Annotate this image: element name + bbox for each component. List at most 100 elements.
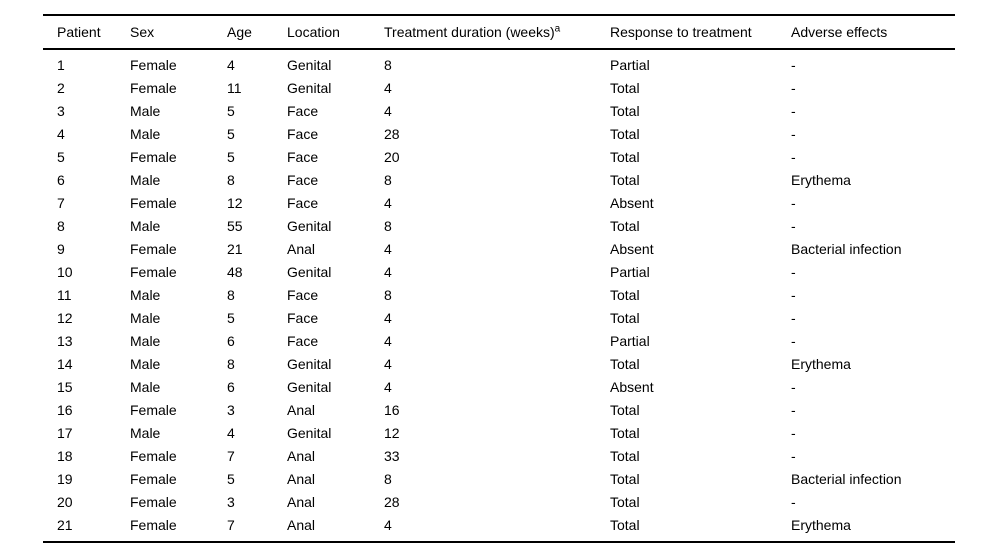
table-cell-age: 48 (227, 263, 243, 280)
table-cell-age: 5 (227, 102, 235, 119)
table-cell-adverse-effects: - (791, 125, 796, 142)
table-cell-response: Total (610, 148, 640, 165)
table-cell-adverse-effects: - (791, 332, 796, 349)
table-cell-location: Genital (287, 217, 332, 234)
table-cell-treatment-duration: 4 (384, 263, 392, 280)
table-row: 3 Male 5 Face 4 Total - (43, 99, 955, 122)
table-cell-patient: 6 (57, 171, 65, 188)
table-cell-sex: Male (130, 424, 161, 441)
table-cell-sex: Female (130, 263, 177, 280)
table-header-row: Patient Sex Age Location Treatment durat… (43, 15, 955, 50)
table-cell-sex: Male (130, 171, 161, 188)
table-cell-age: 8 (227, 286, 235, 303)
table-cell-adverse-effects: Bacterial infection (791, 240, 902, 257)
table-cell-adverse-effects: Erythema (791, 516, 851, 533)
table-cell-adverse-effects: - (791, 401, 796, 418)
table-cell-sex: Male (130, 378, 161, 395)
table-cell-age: 7 (227, 516, 235, 533)
table-cell-location: Anal (287, 470, 316, 487)
table-cell-patient: 20 (57, 493, 73, 510)
table-cell-response: Total (610, 309, 640, 326)
table-cell-patient: 18 (57, 447, 73, 464)
table-cell-treatment-duration: 4 (384, 378, 392, 395)
table-cell-sex: Male (130, 286, 161, 303)
table-cell-patient: 17 (57, 424, 73, 441)
table-row: 13 Male 6 Face 4 Partial - (43, 329, 955, 352)
column-header-location: Location (287, 15, 384, 50)
table-cell-location: Anal (287, 493, 316, 510)
table-row: 1 Female 4 Genital 8 Partial - (43, 49, 955, 76)
table-cell-age: 4 (227, 424, 235, 441)
table-cell-treatment-duration: 12 (384, 424, 400, 441)
table-cell-treatment-duration: 28 (384, 125, 400, 142)
table-cell-adverse-effects: - (791, 56, 796, 73)
column-header-age: Age (227, 15, 287, 50)
table-cell-age: 6 (227, 332, 235, 349)
table-cell-patient: 2 (57, 79, 65, 96)
table-cell-location: Anal (287, 401, 316, 418)
table-cell-treatment-duration: 4 (384, 102, 392, 119)
table-cell-response: Total (610, 171, 640, 188)
table-cell-response: Absent (610, 194, 654, 211)
table-row: 7 Female 12 Face 4 Absent - (43, 191, 955, 214)
table-cell-response: Partial (610, 332, 650, 349)
patient-table: Patient Sex Age Location Treatment durat… (43, 14, 955, 543)
table-cell-sex: Male (130, 125, 161, 142)
table-cell-response: Total (610, 493, 640, 510)
table-cell-treatment-duration: 4 (384, 240, 392, 257)
table-cell-patient: 19 (57, 470, 73, 487)
table-cell-patient: 10 (57, 263, 73, 280)
table-cell-sex: Female (130, 516, 177, 533)
table-cell-sex: Male (130, 332, 161, 349)
footnote-marker-a: a (554, 23, 561, 35)
table-cell-treatment-duration: 8 (384, 217, 392, 234)
table-cell-treatment-duration: 28 (384, 493, 400, 510)
table-cell-response: Total (610, 125, 640, 142)
table-cell-location: Face (287, 332, 319, 349)
table-cell-adverse-effects: - (791, 424, 796, 441)
table-cell-adverse-effects: Erythema (791, 355, 851, 372)
table-cell-response: Absent (610, 240, 654, 257)
table-cell-treatment-duration: 4 (384, 516, 392, 533)
table-cell-sex: Female (130, 194, 177, 211)
table-cell-location: Genital (287, 263, 332, 280)
table-cell-location: Anal (287, 516, 316, 533)
table-cell-treatment-duration: 4 (384, 355, 392, 372)
table-cell-response: Total (610, 79, 640, 96)
table-cell-treatment-duration: 33 (384, 447, 400, 464)
table-cell-age: 5 (227, 309, 235, 326)
column-header-treatment-duration-label: Treatment duration (weeks) (384, 24, 555, 40)
table-cell-response: Total (610, 217, 640, 234)
table-cell-patient: 21 (57, 516, 73, 533)
table-cell-treatment-duration: 4 (384, 79, 392, 96)
table-cell-adverse-effects: - (791, 263, 796, 280)
table-row: 4 Male 5 Face 28 Total - (43, 122, 955, 145)
table-cell-response: Total (610, 355, 640, 372)
table-row: 19 Female 5 Anal 8 Total Bacterial infection (43, 467, 955, 490)
table-cell-location: Face (287, 286, 319, 303)
table-cell-patient: 12 (57, 309, 73, 326)
table-cell-adverse-effects: - (791, 102, 796, 119)
table-cell-location: Genital (287, 56, 332, 73)
table-cell-response: Total (610, 470, 640, 487)
table-cell-sex: Male (130, 309, 161, 326)
table-cell-sex: Male (130, 355, 161, 372)
table-cell-treatment-duration: 8 (384, 171, 392, 188)
table-cell-age: 5 (227, 148, 235, 165)
table-cell-sex: Female (130, 56, 177, 73)
table-cell-location: Anal (287, 240, 316, 257)
table-cell-adverse-effects: - (791, 79, 796, 96)
table-cell-adverse-effects: - (791, 447, 796, 464)
table-cell-treatment-duration: 8 (384, 470, 392, 487)
table-row: 20 Female 3 Anal 28 Total - (43, 490, 955, 513)
table-cell-patient: 7 (57, 194, 65, 211)
table-row: 10 Female 48 Genital 4 Partial - (43, 260, 955, 283)
table-cell-response: Total (610, 102, 640, 119)
table-cell-adverse-effects: - (791, 286, 796, 303)
table-cell-location: Face (287, 194, 319, 211)
table-cell-adverse-effects: - (791, 194, 796, 211)
table-cell-sex: Female (130, 470, 177, 487)
table-cell-treatment-duration: 20 (384, 148, 400, 165)
table-cell-sex: Female (130, 148, 177, 165)
